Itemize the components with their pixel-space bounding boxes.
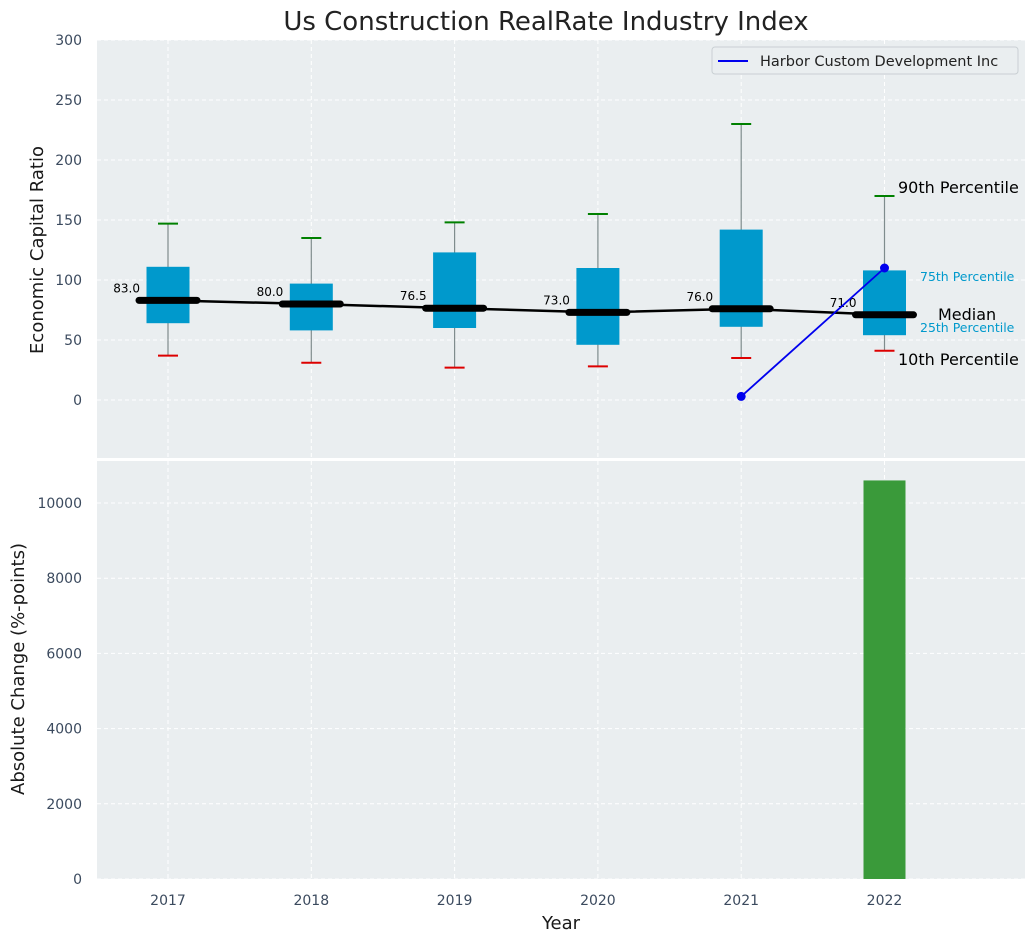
bottom-y-tick-label: 6000: [46, 646, 82, 662]
top-y-tick-label: 50: [64, 333, 82, 349]
top-y-tick-label: 250: [55, 93, 82, 109]
median-value-label: 76.0: [686, 290, 713, 304]
label-25th-percentile: 25th Percentile: [920, 320, 1015, 335]
box-iqr: [146, 266, 190, 324]
bottom-y-tick-label: 2000: [46, 797, 82, 813]
legend-box: [711, 46, 1019, 75]
label-75th-percentile: 75th Percentile: [920, 269, 1015, 284]
box-iqr: [863, 270, 906, 336]
legend-label: Harbor Custom Development Inc: [760, 54, 998, 70]
x-tick-label: 2022: [867, 893, 903, 909]
top-y-axis-label: Economic Capital Ratio: [27, 146, 48, 354]
top-y-tick-label: 300: [55, 33, 82, 49]
bottom-y-tick-label: 4000: [46, 722, 82, 738]
x-tick-label: 2018: [293, 893, 329, 909]
x-tick-label: 2020: [580, 893, 616, 909]
top-panel-marks: 83.0 80.0 76.5 73.0 76.0 71.0: [113, 123, 917, 401]
axes: 0 50 100 150 200 250 300 0 2000 4000 6000 8000 10000…: [37, 33, 902, 909]
company-series-line: [740, 267, 886, 398]
bottom-y-axis-label: Absolute Change (%-points): [8, 543, 29, 795]
bottom-panel-marks: [863, 480, 906, 879]
x-tick-label: 2019: [437, 893, 473, 909]
top-y-tick-label: 100: [55, 273, 82, 289]
legend: Harbor Custom Development Inc: [711, 46, 1019, 75]
company-series-point: [736, 391, 746, 401]
median-value-label: 71.0: [830, 296, 857, 310]
label-10th-percentile: 10th Percentile: [898, 350, 1019, 369]
median-value-label: 83.0: [113, 281, 140, 295]
company-series-point: [880, 263, 889, 273]
chart-title: Us Construction RealRate Industry Index: [283, 7, 808, 37]
top-y-tick-label: 200: [55, 153, 82, 169]
bottom-y-tick-label: 8000: [46, 571, 82, 587]
top-y-tick-label: 150: [55, 213, 82, 229]
top-panel-background: [97, 40, 1025, 458]
top-y-tick-label: 0: [73, 393, 82, 409]
box-iqr: [576, 268, 620, 345]
bottom-y-tick-label: 0: [73, 872, 82, 888]
x-tick-label: 2017: [150, 893, 186, 909]
box-iqr: [433, 252, 477, 328]
median-value-label: 76.5: [400, 289, 427, 303]
x-axis-label: Year: [541, 913, 581, 934]
label-median: Median: [938, 305, 996, 324]
median-value-label: 73.0: [543, 293, 570, 307]
bottom-y-tick-label: 10000: [37, 496, 82, 512]
change-bar: [863, 480, 906, 879]
median-value-label: 80.0: [257, 285, 284, 299]
label-90th-percentile: 90th Percentile: [898, 178, 1019, 197]
x-tick-label: 2021: [723, 893, 759, 909]
